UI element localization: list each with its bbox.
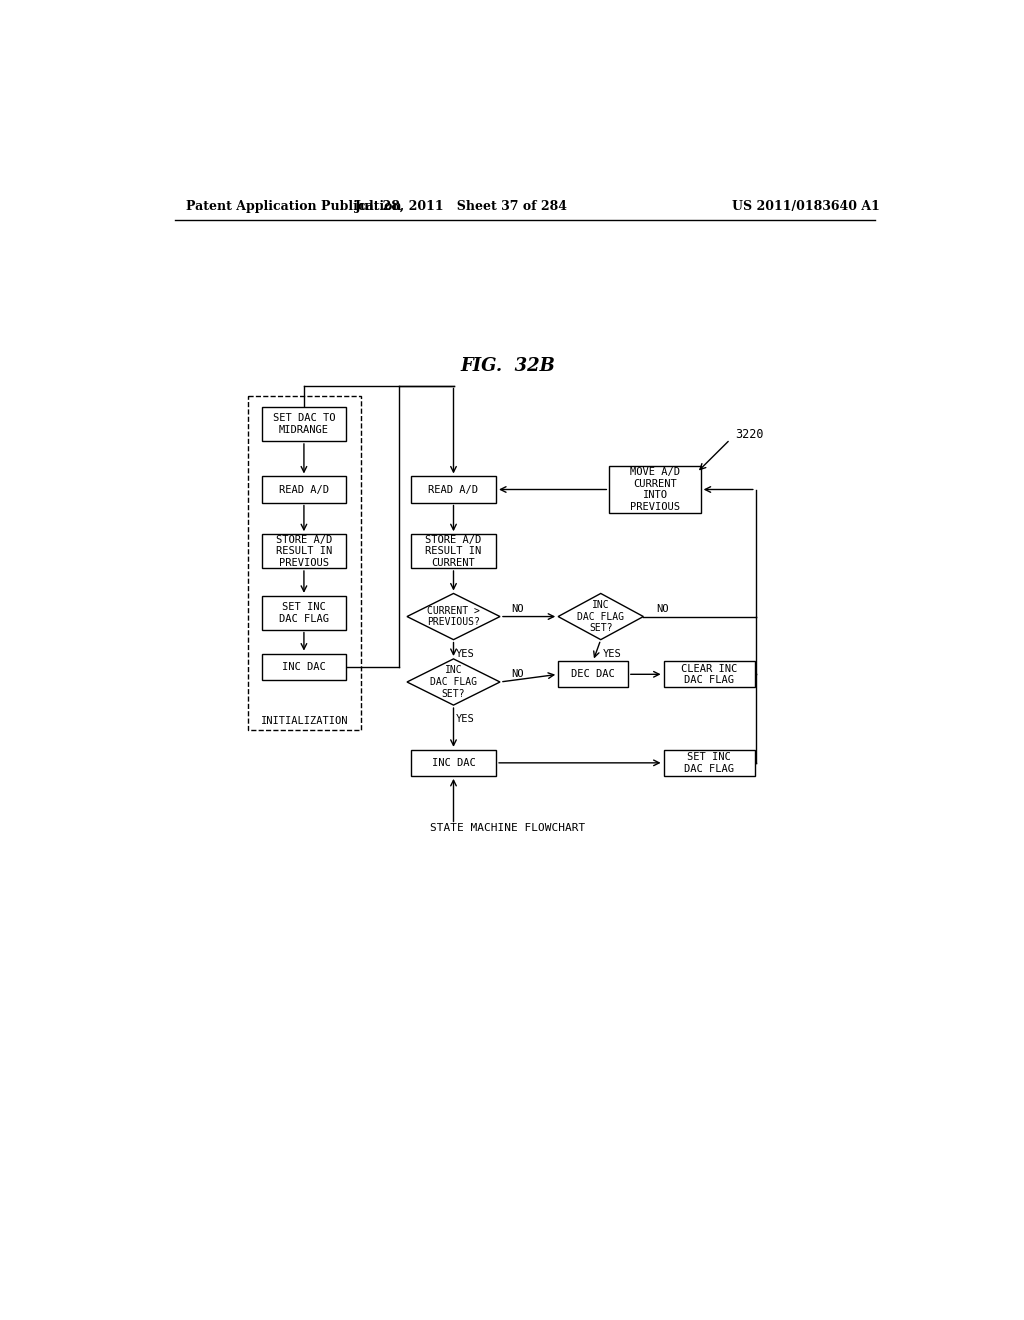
- Text: INC
DAC FLAG
SET?: INC DAC FLAG SET?: [578, 601, 625, 634]
- Text: SET INC
DAC FLAG: SET INC DAC FLAG: [684, 752, 734, 774]
- Bar: [262, 535, 346, 568]
- Bar: [262, 653, 346, 680]
- Bar: [411, 535, 496, 568]
- Text: NO: NO: [511, 603, 523, 614]
- Text: YES: YES: [456, 714, 474, 723]
- Text: Patent Application Publication: Patent Application Publication: [186, 199, 401, 213]
- Bar: [558, 661, 628, 688]
- Bar: [411, 477, 496, 503]
- Text: CURRENT >
PREVIOUS?: CURRENT > PREVIOUS?: [427, 606, 480, 627]
- Bar: [262, 407, 346, 441]
- Bar: [262, 595, 346, 630]
- Text: INC DAC: INC DAC: [432, 758, 475, 768]
- Polygon shape: [558, 594, 643, 640]
- Text: Jul. 28, 2011   Sheet 37 of 284: Jul. 28, 2011 Sheet 37 of 284: [354, 199, 567, 213]
- Text: YES: YES: [456, 648, 474, 659]
- Text: NO: NO: [656, 603, 669, 614]
- Text: MOVE A/D
CURRENT
INTO
PREVIOUS: MOVE A/D CURRENT INTO PREVIOUS: [630, 467, 680, 512]
- Polygon shape: [407, 659, 500, 705]
- Text: DEC DAC: DEC DAC: [571, 669, 614, 680]
- Text: INC
DAC FLAG
SET?: INC DAC FLAG SET?: [430, 665, 477, 698]
- Text: YES: YES: [603, 648, 622, 659]
- Text: CLEAR INC
DAC FLAG: CLEAR INC DAC FLAG: [681, 664, 737, 685]
- Text: READ A/D: READ A/D: [428, 484, 478, 495]
- Bar: [248, 396, 360, 730]
- Bar: [664, 661, 755, 688]
- Text: SET DAC TO
MIDRANGE: SET DAC TO MIDRANGE: [272, 413, 335, 434]
- Bar: [664, 750, 755, 776]
- Text: SET INC
DAC FLAG: SET INC DAC FLAG: [279, 602, 329, 623]
- Text: INC DAC: INC DAC: [282, 661, 326, 672]
- Bar: [609, 466, 700, 512]
- Text: NO: NO: [511, 669, 523, 680]
- Text: FIG.  32B: FIG. 32B: [461, 358, 555, 375]
- Bar: [262, 477, 346, 503]
- Text: US 2011/0183640 A1: US 2011/0183640 A1: [732, 199, 881, 213]
- Polygon shape: [407, 594, 500, 640]
- Text: STATE MACHINE FLOWCHART: STATE MACHINE FLOWCHART: [430, 824, 586, 833]
- Text: INITIALIZATION: INITIALIZATION: [260, 715, 348, 726]
- Text: STORE A/D
RESULT IN
CURRENT: STORE A/D RESULT IN CURRENT: [425, 535, 481, 568]
- Text: 3220: 3220: [735, 428, 764, 441]
- Text: STORE A/D
RESULT IN
PREVIOUS: STORE A/D RESULT IN PREVIOUS: [275, 535, 332, 568]
- Text: READ A/D: READ A/D: [279, 484, 329, 495]
- Bar: [411, 750, 496, 776]
